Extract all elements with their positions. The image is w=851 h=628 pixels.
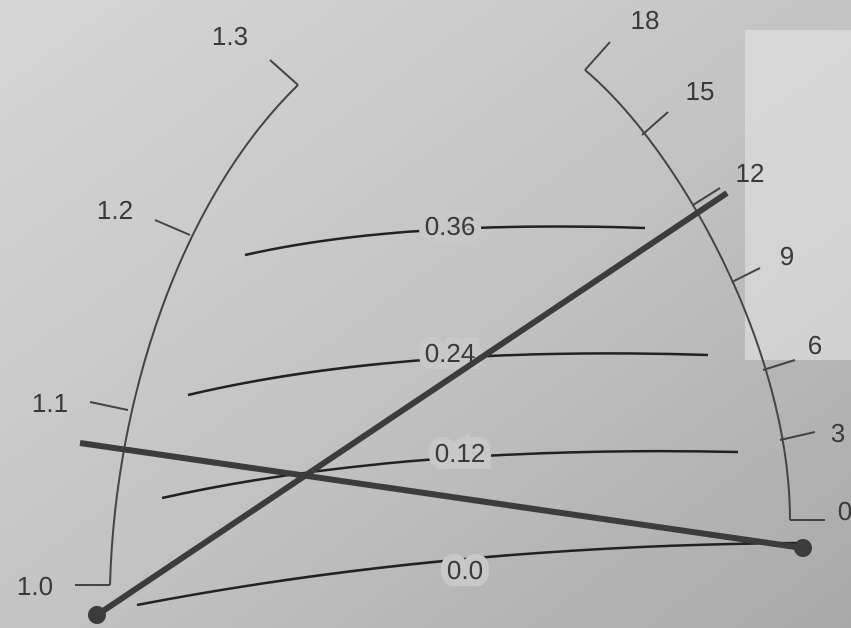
- ticks: 1.0 1.1 1.2 1.3 0 3 6 9 12 15 18: [17, 5, 851, 601]
- curve: [161, 449, 739, 500]
- right-scale: [584, 69, 791, 521]
- curve: [187, 352, 709, 397]
- reflection: [745, 30, 851, 360]
- scale-label: 15: [686, 76, 715, 106]
- curve-label: 0.36: [425, 211, 476, 241]
- curve-label: 0.24: [425, 338, 476, 368]
- tick: [731, 267, 761, 283]
- left-scale: [109, 84, 299, 586]
- endpoint: [794, 539, 812, 557]
- tick: [269, 59, 299, 86]
- endpoint: [88, 606, 106, 624]
- tick: [584, 41, 611, 71]
- scale-label: 12: [736, 158, 765, 188]
- tick: [762, 359, 796, 371]
- tick: [154, 219, 191, 236]
- curve-label: 0.0: [447, 555, 483, 585]
- tick: [692, 187, 721, 206]
- scale-label: 1.0: [17, 571, 53, 601]
- curve: [136, 541, 801, 607]
- scale-label: 3: [831, 418, 845, 448]
- isopleth: [79, 440, 804, 551]
- scale-label: 1.2: [97, 195, 133, 225]
- scale-label: 9: [780, 241, 794, 271]
- curve-label: 0.12: [435, 438, 486, 468]
- scale-label: 1.1: [32, 388, 68, 418]
- tick: [89, 401, 129, 411]
- scale-label: 18: [631, 5, 660, 35]
- tick: [779, 431, 816, 441]
- curves: 0.0 0.12 0.24 0.36: [136, 204, 801, 607]
- isopleth: [95, 190, 729, 618]
- scale-label: 0: [838, 496, 851, 526]
- curve: [244, 225, 646, 257]
- scale-label: 6: [808, 330, 822, 360]
- tick: [641, 111, 669, 136]
- scale-label: 1.3: [212, 21, 248, 51]
